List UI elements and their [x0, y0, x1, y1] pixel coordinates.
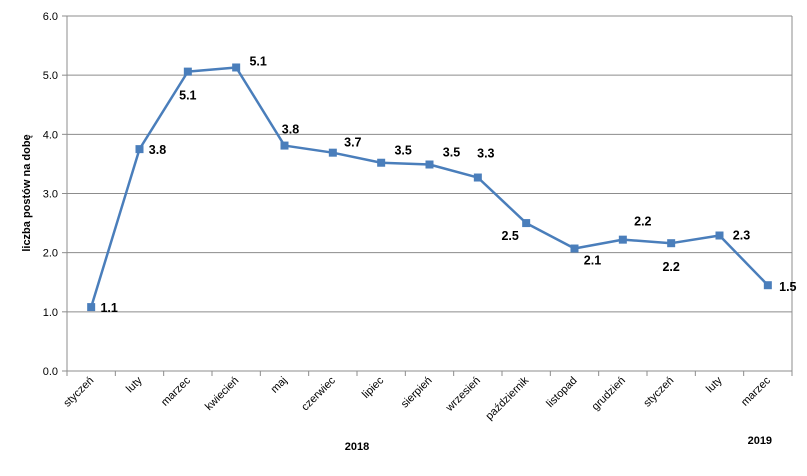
x-tick-label: styczeń — [61, 375, 96, 410]
x-tick-label: lipiec — [360, 374, 387, 401]
y-axis-title: liczba postów na dobę — [21, 134, 33, 251]
x-tick-label: styczeń — [641, 375, 676, 410]
x-tick-label: marzec — [159, 374, 193, 408]
data-point-marker — [715, 231, 724, 240]
data-point-marker — [667, 239, 676, 248]
x-tick-label: wrzesień — [443, 375, 483, 415]
data-point-marker — [87, 303, 96, 312]
data-point-marker — [522, 219, 531, 228]
data-point-marker — [183, 67, 192, 76]
data-point-marker — [328, 148, 337, 157]
series-layer — [87, 63, 772, 312]
data-label: 3.7 — [344, 136, 361, 150]
x-tick-label: grudzień — [590, 375, 628, 413]
data-label: 3.8 — [282, 123, 299, 137]
year-group-label: 2018 — [345, 441, 369, 453]
x-tick-label: luty — [704, 374, 725, 395]
y-tick-label: 2.0 — [43, 248, 58, 260]
data-label: 2.2 — [662, 260, 679, 274]
x-tick-label: marzec — [739, 374, 773, 408]
y-tick-label: 0.0 — [43, 366, 58, 378]
x-tick-label: listopad — [544, 375, 579, 410]
x-tick-label: sierpień — [399, 375, 435, 411]
data-label: 5.1 — [249, 54, 266, 68]
x-tick-label: czerwiec — [299, 374, 338, 413]
year-group-label: 2019 — [748, 435, 772, 447]
y-tick-label: 3.0 — [43, 189, 58, 201]
label-layer: 1.1 3.8 5.1 5.1 3.8 3.7 3.5 3.5 3.3 2.5 2.1 2.2 2.2 2… — [100, 54, 796, 315]
x-tick-label: luty — [124, 374, 145, 395]
grid-layer — [67, 15, 793, 371]
data-point-marker — [232, 63, 241, 72]
data-point-marker — [570, 244, 579, 253]
x-tick-label: październik — [483, 374, 531, 422]
y-tick-label: 6.0 — [43, 11, 58, 23]
data-label: 3.3 — [477, 147, 494, 161]
y-tick-label: 1.0 — [43, 307, 58, 319]
data-point-marker — [763, 281, 772, 290]
data-point-marker — [473, 173, 482, 182]
data-label: 1.1 — [100, 301, 117, 315]
data-label: 2.1 — [584, 254, 601, 268]
y-tick-label: 5.0 — [43, 70, 58, 82]
data-label: 5.1 — [179, 89, 196, 103]
data-point-marker — [618, 235, 627, 244]
y-tick-label: 4.0 — [43, 129, 58, 141]
x-tick-label: kwiecień — [203, 375, 241, 413]
data-label: 3.5 — [394, 144, 411, 158]
data-point-marker — [135, 145, 144, 154]
data-label: 3.8 — [149, 143, 166, 157]
data-point-marker — [280, 141, 289, 150]
data-label: 2.2 — [634, 215, 651, 229]
data-label: 1.5 — [779, 280, 796, 294]
data-label: 2.5 — [501, 229, 518, 243]
data-point-marker — [377, 158, 386, 167]
data-point-marker — [425, 160, 434, 169]
data-label: 3.5 — [443, 146, 460, 160]
x-tick-label: maj — [269, 375, 290, 396]
axis-layer: 0.0 1.0 2.0 3.0 4.0 5.0 6.0 styczeń luty marzec kw… — [43, 11, 793, 453]
data-label: 2.3 — [733, 229, 750, 243]
